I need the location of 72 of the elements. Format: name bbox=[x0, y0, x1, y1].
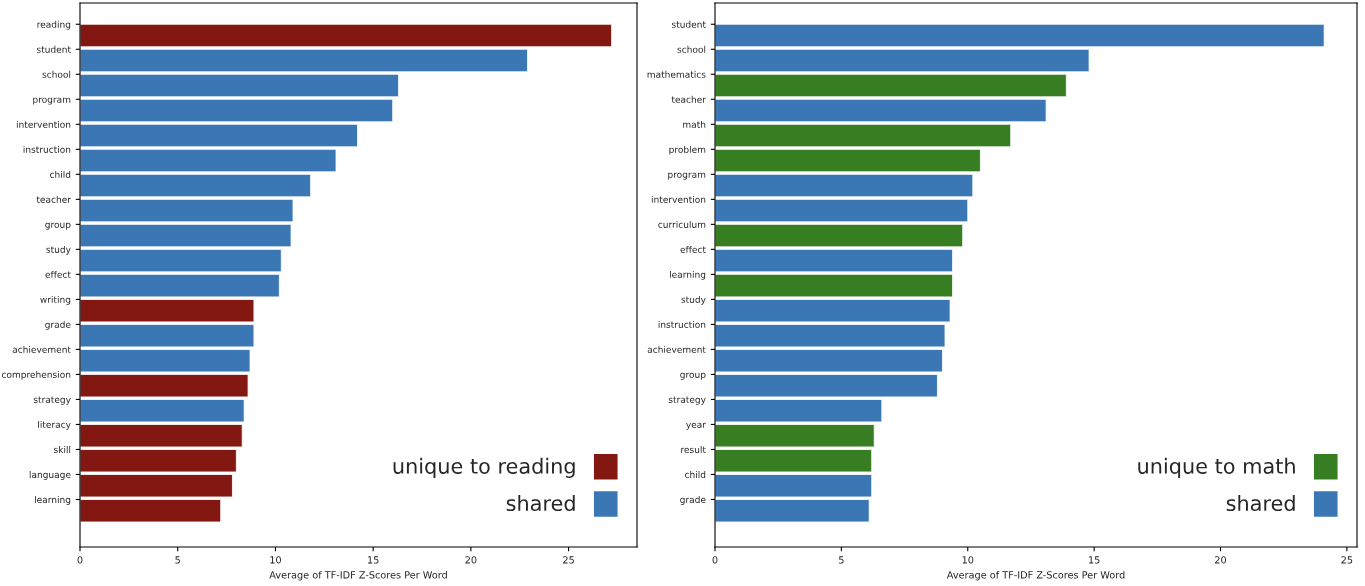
y-tick-label: strategy bbox=[668, 396, 706, 405]
y-tick-label: instruction bbox=[23, 145, 71, 153]
y-tick-label: learning bbox=[34, 496, 71, 505]
y-tick-label: math bbox=[683, 120, 706, 128]
y-tick-label: year bbox=[686, 422, 706, 430]
y-tick-label: instruction bbox=[658, 320, 706, 328]
bar bbox=[80, 123, 358, 148]
x-tick-label: 10 bbox=[270, 556, 281, 564]
bar bbox=[715, 123, 1012, 148]
y-tick-label: language bbox=[29, 471, 71, 480]
x-tick-label: 15 bbox=[368, 556, 379, 564]
y-tick-label: group bbox=[680, 372, 706, 380]
y-tick-label: grade bbox=[680, 496, 706, 505]
y-tick-label: teacher bbox=[36, 195, 71, 203]
bar bbox=[80, 73, 399, 98]
y-tick-label: writing bbox=[40, 295, 71, 305]
bar bbox=[80, 23, 613, 48]
y-tick-label: study bbox=[681, 295, 706, 305]
x-tick-label: 20 bbox=[465, 556, 477, 564]
bar bbox=[80, 148, 337, 173]
bar bbox=[715, 48, 1090, 73]
x-tick-label: 5 bbox=[175, 556, 180, 564]
y-tick-label: school bbox=[42, 70, 71, 78]
y-tick-label: program bbox=[668, 172, 706, 180]
x-tick-label: 0 bbox=[712, 556, 718, 564]
bar bbox=[715, 23, 1325, 48]
legend-label: unique to math bbox=[1138, 457, 1295, 478]
y-tick-label: study bbox=[46, 245, 71, 255]
bar bbox=[715, 73, 1067, 98]
y-tick-label: school bbox=[677, 45, 706, 53]
y-tick-label: problem bbox=[669, 145, 706, 155]
x-axis-title: Average of TF-IDF Z-Scores Per Word bbox=[269, 570, 447, 581]
y-tick-label: effect bbox=[680, 245, 706, 253]
y-tick-label: intervention bbox=[651, 195, 706, 203]
y-tick-label: learning bbox=[669, 270, 706, 280]
y-tick-label: curriculum bbox=[658, 220, 706, 228]
bar bbox=[715, 148, 981, 173]
bar bbox=[80, 173, 312, 198]
bar bbox=[80, 98, 394, 123]
y-tick-label: program bbox=[33, 97, 71, 105]
bar bbox=[715, 98, 1047, 123]
legend-label: shared bbox=[1226, 494, 1295, 512]
bar bbox=[80, 48, 528, 73]
y-tick-label: achievement bbox=[647, 345, 706, 353]
y-tick-label: child bbox=[50, 170, 71, 178]
x-tick-label: 10 bbox=[962, 556, 974, 564]
y-tick-label: strategy bbox=[33, 396, 71, 405]
y-tick-label: literacy bbox=[38, 421, 71, 430]
y-tick-label: skill bbox=[54, 446, 71, 454]
legend-label: shared bbox=[506, 494, 575, 512]
y-tick-label: mathematics bbox=[647, 70, 706, 78]
x-tick-label: 20 bbox=[1215, 556, 1227, 564]
y-tick-label: result bbox=[681, 446, 706, 454]
x-axis-title: Average of TF-IDF Z-Scores Per Word bbox=[946, 570, 1125, 581]
y-tick-label: effect bbox=[45, 270, 71, 278]
y-tick-label: teacher bbox=[671, 95, 706, 103]
legend-label: unique to reading bbox=[393, 457, 575, 478]
x-tick-label: 15 bbox=[1089, 556, 1100, 564]
y-tick-label: achievement bbox=[12, 345, 71, 353]
x-tick-label: 5 bbox=[839, 556, 844, 564]
y-tick-label: child bbox=[685, 471, 706, 479]
y-tick-label: group bbox=[45, 222, 71, 230]
x-tick-label: 25 bbox=[1341, 556, 1353, 564]
y-tick-label: student bbox=[671, 20, 706, 28]
y-tick-label: comprehension bbox=[1, 370, 71, 380]
y-tick-label: grade bbox=[45, 320, 71, 330]
x-tick-label: 0 bbox=[77, 556, 83, 564]
y-tick-label: student bbox=[36, 45, 71, 53]
y-tick-label: intervention bbox=[16, 120, 71, 128]
bar bbox=[715, 173, 974, 198]
x-tick-label: 25 bbox=[563, 556, 574, 564]
y-tick-label: reading bbox=[37, 20, 71, 30]
